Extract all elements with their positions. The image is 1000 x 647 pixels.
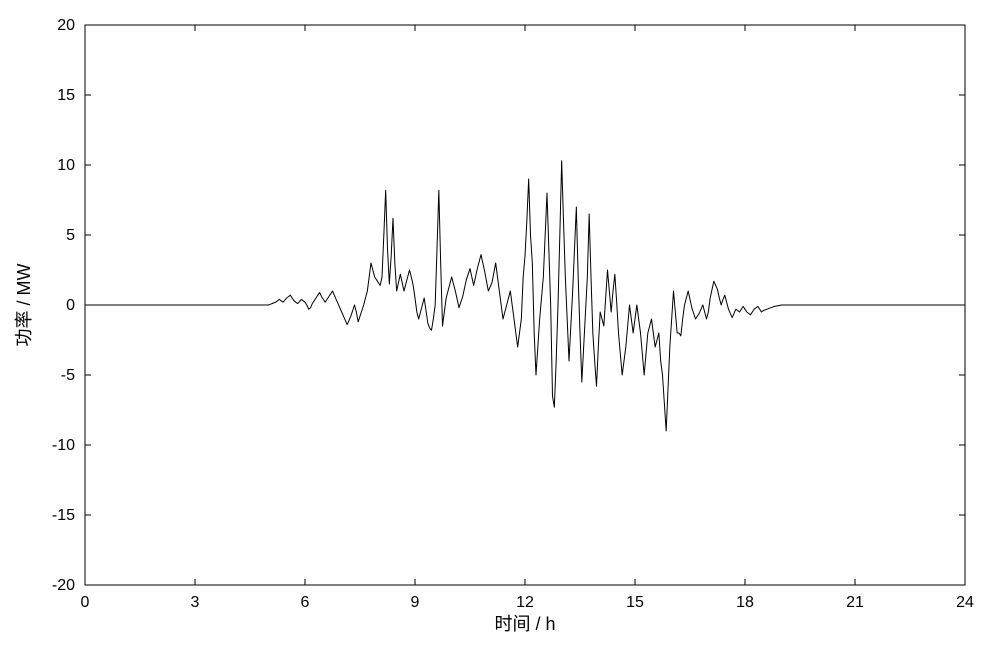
svg-text:18: 18: [736, 594, 754, 611]
svg-text:9: 9: [411, 594, 420, 611]
svg-text:6: 6: [301, 594, 310, 611]
svg-text:24: 24: [956, 594, 974, 611]
svg-text:15: 15: [57, 87, 75, 104]
svg-text:0: 0: [66, 297, 75, 314]
svg-text:20: 20: [57, 17, 75, 34]
svg-text:-5: -5: [61, 367, 75, 384]
power-time-chart: 0 3 6 9 12 15 18 21 24 -20 -15 -10 -5 0 5 10 15 20 时间 / …: [0, 0, 1000, 647]
svg-text:12: 12: [516, 594, 534, 611]
data-series: [85, 161, 965, 431]
svg-text:21: 21: [846, 594, 864, 611]
svg-text:5: 5: [66, 227, 75, 244]
svg-text:3: 3: [191, 594, 200, 611]
svg-text:-10: -10: [52, 437, 75, 454]
svg-text:15: 15: [626, 594, 644, 611]
svg-text:-15: -15: [52, 507, 75, 524]
x-axis-ticks: 0 3 6 9 12 15 18 21 24: [81, 25, 974, 611]
svg-text:-20: -20: [52, 577, 75, 594]
x-axis-label: 时间 / h: [494, 614, 555, 634]
svg-text:10: 10: [57, 157, 75, 174]
y-axis-label: 功率 / MW: [14, 264, 34, 347]
chart-svg: 0 3 6 9 12 15 18 21 24 -20 -15 -10 -5 0 5 10 15 20 时间 / …: [0, 0, 1000, 647]
svg-text:0: 0: [81, 594, 90, 611]
